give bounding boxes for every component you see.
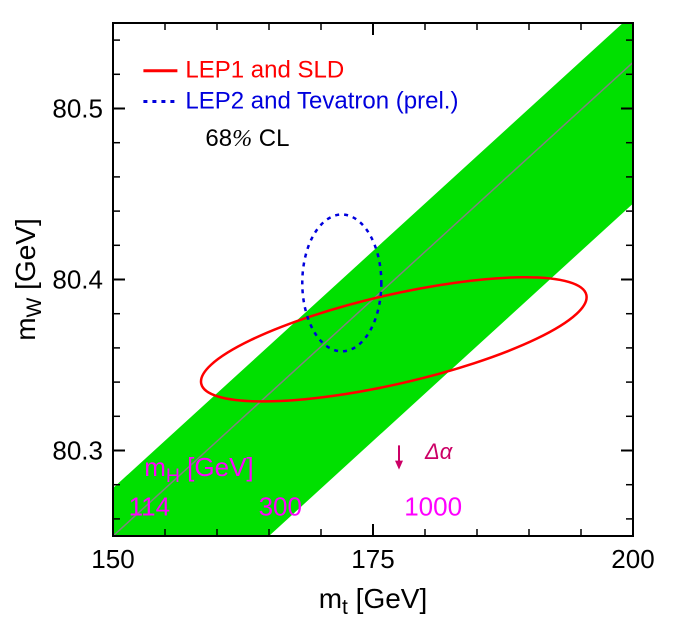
legend-label: LEP2 and Tevatron (prel.)	[185, 88, 458, 115]
mh-value: 114	[129, 491, 170, 521]
mh-value: 300	[259, 491, 302, 521]
x-tick-label: 150	[91, 544, 134, 574]
y-tick-label: 80.5	[52, 94, 103, 124]
y-axis-label: mW [GeV]	[10, 218, 46, 341]
y-tick-label: 80.4	[52, 265, 103, 295]
chart-container: mH [GeV] 114 300 1000 Δα LEP1 and SLD LEP2 and…	[0, 0, 677, 629]
x-axis-label: mt [GeV]	[319, 583, 428, 619]
mh-title: mH [GeV]	[144, 452, 253, 487]
chart-svg: mH [GeV] 114 300 1000 Δα LEP1 and SLD LEP2 and…	[0, 0, 677, 629]
y-tick-label: 80.3	[52, 436, 103, 466]
delta-alpha-arrowhead	[395, 461, 403, 470]
x-tick-label: 200	[611, 544, 654, 574]
delta-alpha-label: Δα	[424, 439, 454, 464]
x-tick-label: 175	[351, 544, 394, 574]
mh-value: 1000	[404, 491, 462, 521]
legend-label: LEP1 and SLD	[185, 57, 344, 84]
legend-label: 68% CL	[205, 125, 289, 152]
